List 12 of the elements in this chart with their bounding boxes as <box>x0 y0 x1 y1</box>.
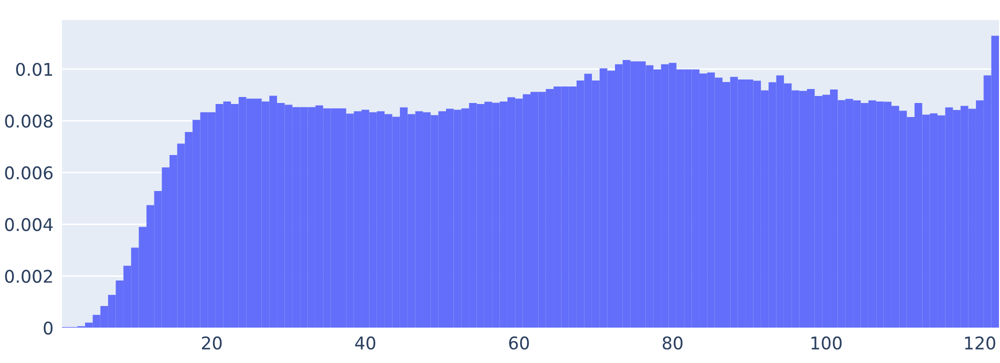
x-tick-label: 40 <box>355 336 376 350</box>
y-tick-label: 0.006 <box>5 166 53 180</box>
y-tick-label: 0 <box>44 322 53 335</box>
y-tick-label: 0.008 <box>5 114 52 128</box>
y-tick-label: 0.004 <box>5 218 53 232</box>
x-tick-label: 60 <box>509 336 529 350</box>
y-tick-label: 0.002 <box>5 270 52 283</box>
x-tick-label: 120 <box>965 336 996 350</box>
x-tick-label: 100 <box>812 336 842 350</box>
y-tick-label: 0.01 <box>16 62 52 76</box>
x-tick-label: 20 <box>202 336 222 350</box>
x-tick-label: 80 <box>662 336 682 350</box>
